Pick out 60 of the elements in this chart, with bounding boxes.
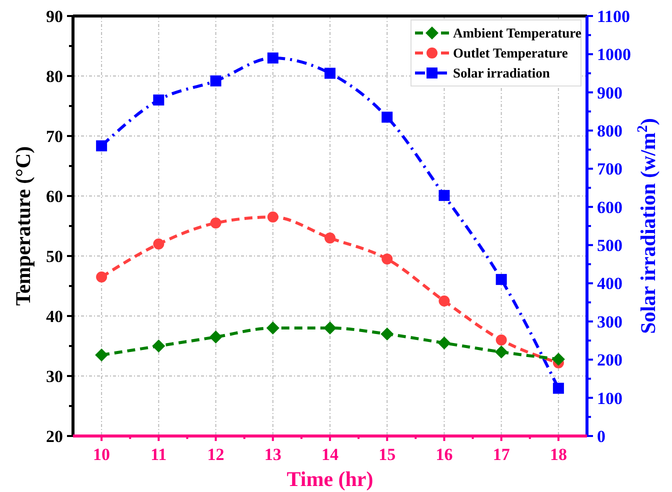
y2-tick-label: 300 [597,312,622,332]
point [324,68,336,79]
point [438,296,450,306]
y-tick-label: 30 [46,366,63,386]
point [324,322,336,334]
point [153,94,164,106]
point [209,330,222,344]
point [96,140,108,152]
point [380,328,394,340]
y2-tick-label: 600 [597,198,622,217]
x-tick-label: 16 [436,445,453,464]
point [267,52,278,64]
y2-tick-label: 500 [597,236,622,256]
y2-tick-label: 200 [597,350,622,370]
y-tick-label: 20 [46,426,63,446]
y2-tick-label: 700 [597,160,622,179]
y-tick-label: 60 [46,186,63,206]
y-axis-title: Temperature (°C) [11,146,35,306]
y2-tick-label: 0 [597,426,606,446]
y-tick-label: 50 [46,246,63,266]
point [95,348,108,362]
point [552,352,565,366]
x-tick-label: 11 [150,445,167,464]
legend-label: Outlet Temperature [453,46,568,61]
y2-tick-label: 900 [597,83,622,102]
legend-label: Ambient Temperature [453,26,582,41]
point [382,112,393,123]
x-axis-title: Time (hr) [286,467,374,491]
y-tick-label: 90 [46,6,63,26]
x-tick-label: 13 [264,445,282,464]
y2-tick-label: 800 [597,121,622,140]
x-tick-label: 12 [207,445,224,464]
y-tick-label: 80 [46,66,63,86]
point [494,346,508,358]
point [496,274,507,285]
x-tick-label: 10 [93,445,110,464]
x-tick-label: 14 [322,445,339,464]
point [96,272,108,282]
point [552,382,564,394]
y2-tick-label: 1000 [597,45,631,64]
y2-tick-label: 1100 [597,6,630,26]
point [266,322,280,334]
y2-tick-label: 100 [597,388,622,408]
point [153,238,164,250]
x-tick-label: 15 [378,445,396,464]
point [210,218,222,228]
point [267,212,278,222]
point [152,340,166,352]
point [496,334,507,346]
x-tick-label: 17 [492,445,510,464]
point [210,75,222,86]
legend-label: Solar irradiation [453,66,550,81]
point [324,232,336,244]
point [438,336,451,350]
y-tick-label: 70 [46,126,63,146]
point [382,254,393,264]
x-tick-label: 18 [550,445,567,464]
y2-tick-label: 400 [597,274,622,294]
point [438,190,450,201]
y-tick-label: 40 [46,306,63,326]
